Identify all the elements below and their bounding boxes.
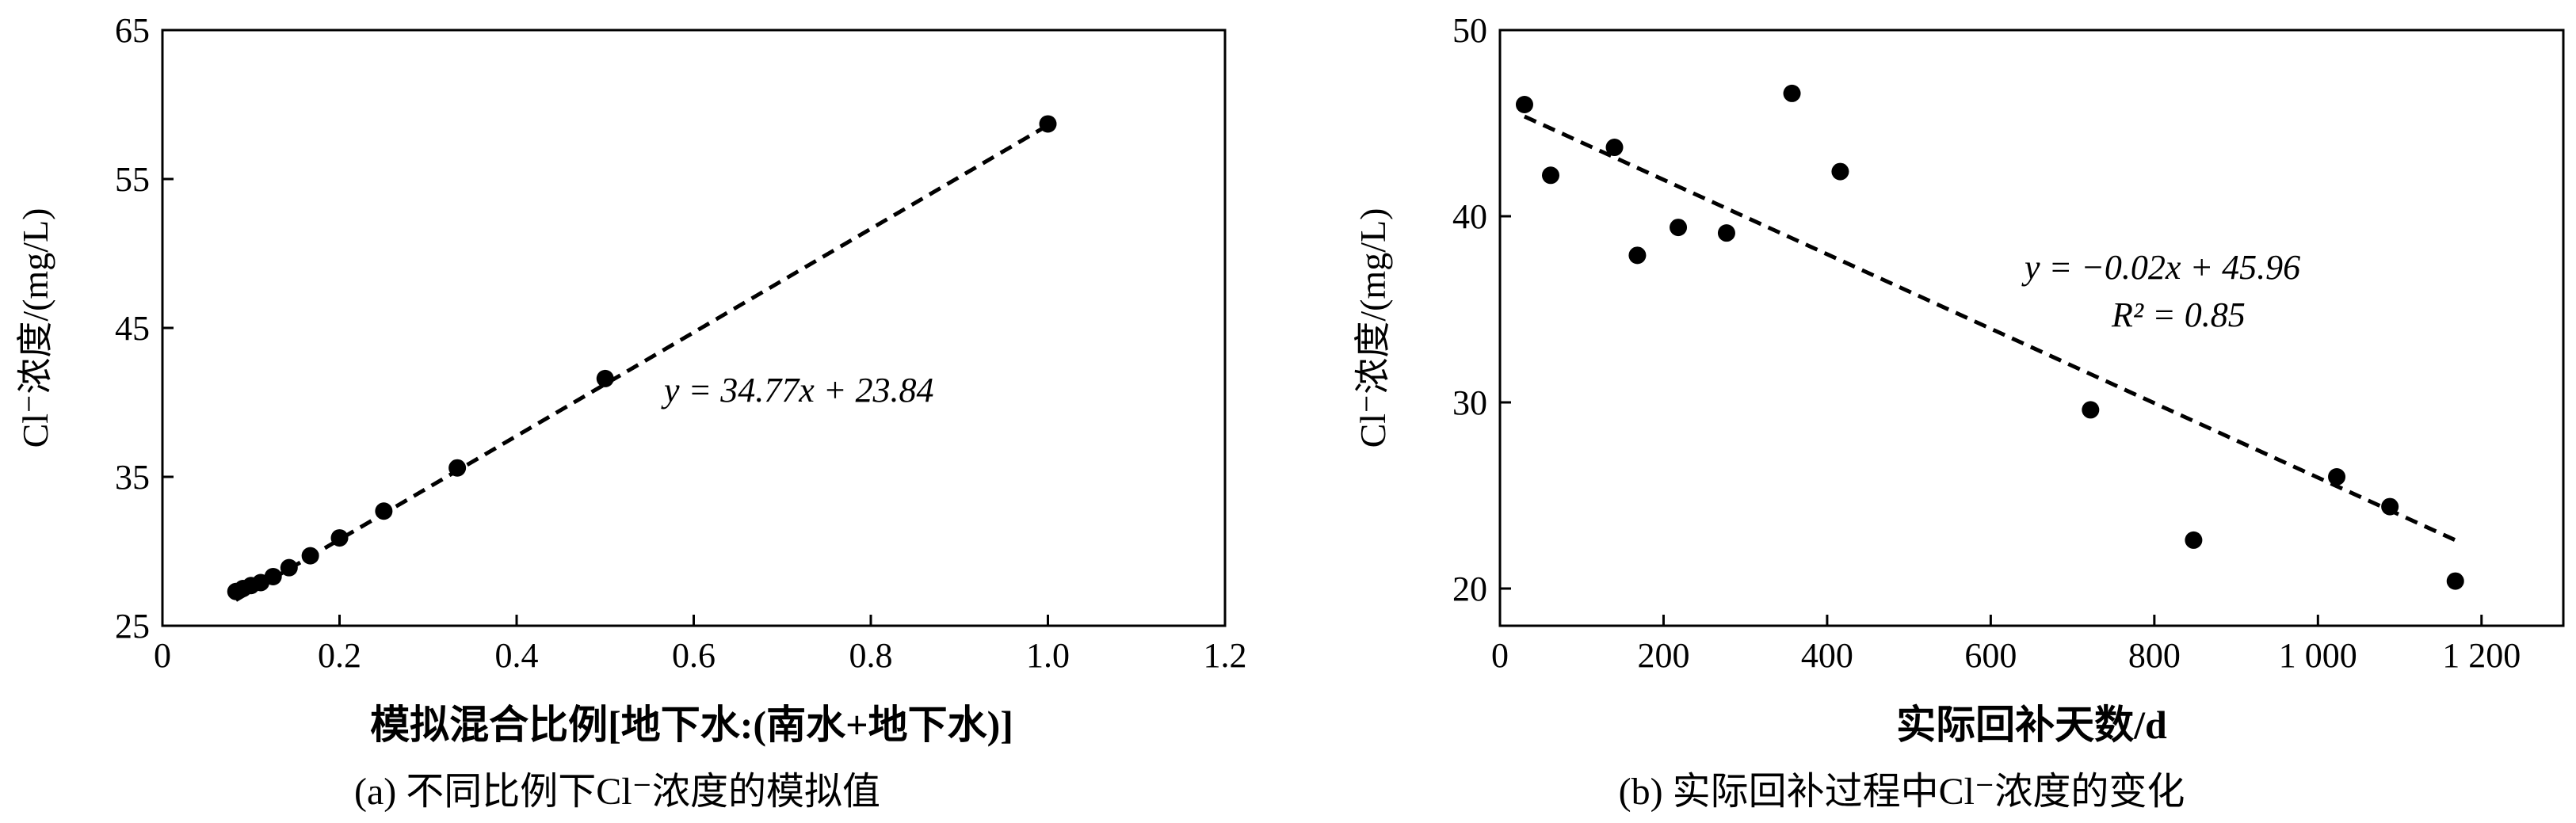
chart-a-ytick-label: 45 <box>115 309 150 348</box>
chart-b-ytick-label: 50 <box>1452 11 1487 50</box>
chart-a-ytick-label: 25 <box>115 607 150 646</box>
chart-b-data-point <box>2328 468 2346 486</box>
chart-b-data-point <box>1717 224 1735 242</box>
chart-b-axis-ticks: 0 200 400 600 800 1 000 1 200 20 30 40 50 <box>1452 11 2521 675</box>
chart-a-ytick-label: 35 <box>115 458 150 497</box>
chart-b-ytick-label: 30 <box>1452 383 1487 422</box>
chart-a-xtick-label: 0.4 <box>495 636 539 675</box>
chart-a-data-point <box>264 567 282 585</box>
chart-a-xtick-label: 0 <box>154 636 171 675</box>
chart-a-xtick-label: 1.2 <box>1204 636 1247 675</box>
chart-a-xtick-label: 0.2 <box>318 636 361 675</box>
chart-b-xlabel: 实际回补天数/d <box>1896 703 2167 747</box>
chart-a-xtick-label: 0.6 <box>672 636 716 675</box>
chart-b-data-point <box>2185 531 2203 549</box>
chart-a-xlabel: 模拟混合比例[地下水:(南水+地下水)] <box>370 703 1013 747</box>
chart-b-ytick-label: 40 <box>1452 197 1487 236</box>
chart-b-xtick-label: 1 200 <box>2442 636 2521 675</box>
chart-a-xtick-label: 0.8 <box>849 636 893 675</box>
chart-b-data-point <box>1670 219 1688 237</box>
chart-a: 0 0.2 0.4 0.6 0.8 1.0 1.2 25 35 45 55 65 y = 34.77x… <box>15 11 1247 813</box>
chart-b-data-point <box>2381 497 2399 516</box>
chart-b-data-point <box>2082 401 2100 419</box>
chart-b-xtick-label: 400 <box>1801 636 1853 675</box>
chart-a-data-point <box>280 558 298 577</box>
chart-a-ytick-label: 55 <box>115 160 150 199</box>
chart-a-points <box>227 115 1057 600</box>
chart-b-data-point <box>1783 84 1801 102</box>
chart-a-ylabel: Cl⁻浓度/(mg/L) <box>15 208 55 448</box>
chart-b-ytick-label: 20 <box>1452 570 1487 608</box>
chart-b-xtick-label: 800 <box>2128 636 2181 675</box>
chart-b: 0 200 400 600 800 1 000 1 200 20 30 40 50 y = −0.0… <box>1353 11 2565 813</box>
chart-a-xtick-label: 1.0 <box>1026 636 1070 675</box>
chart-a-data-point <box>330 529 349 547</box>
chart-b-equation: y = −0.02x + 45.96 <box>2021 248 2300 287</box>
chart-a-fit-line <box>235 123 1049 602</box>
chart-b-xtick-label: 1 000 <box>2279 636 2357 675</box>
chart-b-points <box>1515 84 2464 590</box>
chart-a-data-point <box>375 502 393 520</box>
chart-b-data-point <box>2446 572 2464 590</box>
chart-b-fit-line <box>1523 114 2456 543</box>
chart-a-fit-line-group <box>235 123 1049 602</box>
chart-a-data-point <box>448 459 467 477</box>
chart-a-caption: (a) 不同比例下Cl⁻浓度的模拟值 <box>354 771 880 813</box>
chart-a-axis-ticks: 0 0.2 0.4 0.6 0.8 1.0 1.2 25 35 45 55 65 <box>115 11 1247 675</box>
chart-a-data-point <box>301 547 319 565</box>
chart-b-data-point <box>1542 166 1560 185</box>
chart-b-ylabel: Cl⁻浓度/(mg/L) <box>1353 208 1393 448</box>
chart-b-data-point <box>1515 96 1533 113</box>
chart-a-ytick-label: 65 <box>115 11 150 50</box>
chart-a-equation: y = 34.77x + 23.84 <box>661 371 933 410</box>
chart-a-data-point <box>596 369 614 387</box>
chart-b-data-point <box>1605 139 1624 157</box>
chart-b-fit-line-group <box>1523 114 2456 543</box>
chart-b-r2: R² = 0.85 <box>2111 295 2246 334</box>
chart-b-data-point <box>1628 246 1647 265</box>
chart-b-xtick-label: 200 <box>1637 636 1689 675</box>
chart-b-xtick-label: 600 <box>1964 636 2017 675</box>
chart-a-data-point <box>1039 115 1057 133</box>
chart-b-xtick-label: 0 <box>1491 636 1509 675</box>
chart-a-plot-frame <box>161 29 1227 627</box>
chart-b-data-point <box>1831 162 1849 181</box>
chart-b-caption: (b) 实际回补过程中Cl⁻浓度的变化 <box>1619 771 2185 813</box>
chart-b-plot-frame <box>1498 29 2565 627</box>
